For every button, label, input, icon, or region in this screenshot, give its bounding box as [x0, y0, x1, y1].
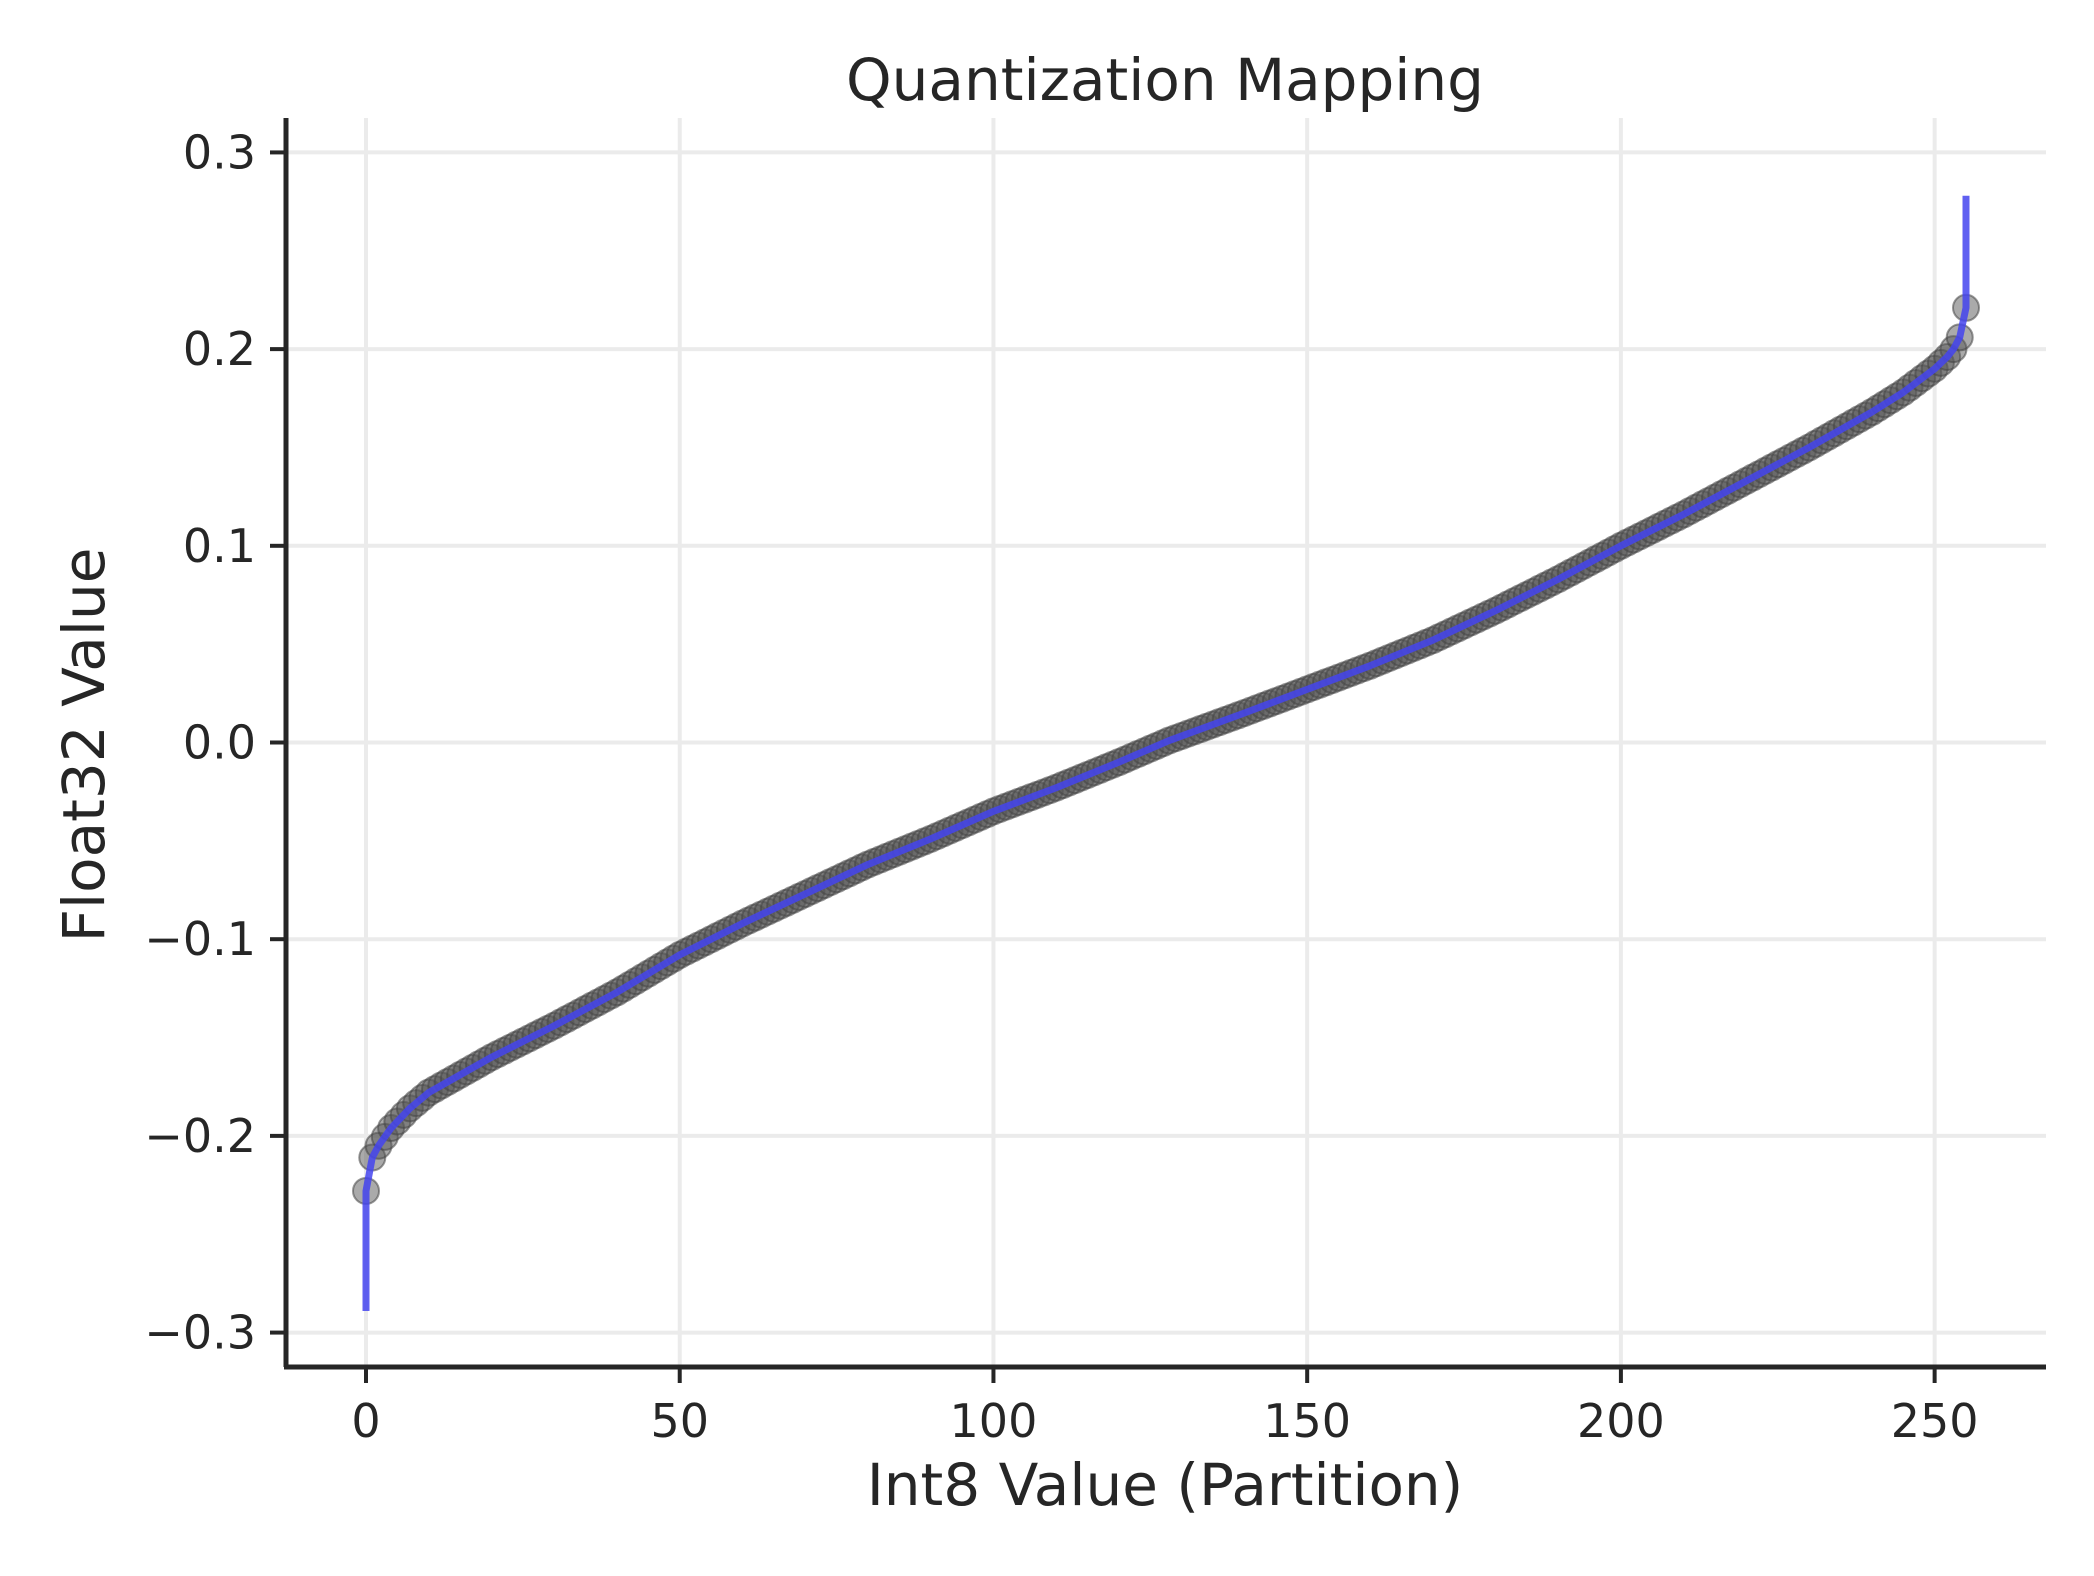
x-tick-label: 250 — [1891, 1394, 1979, 1448]
y-tick-label: 0.3 — [183, 125, 256, 179]
y-tick-label: −0.2 — [144, 1109, 256, 1163]
chart-title: Quantization Mapping — [846, 46, 1484, 114]
axes — [270, 118, 2046, 1383]
x-tick-label: 0 — [351, 1394, 380, 1448]
y-tick-label: 0.2 — [183, 322, 256, 376]
plot-area — [352, 195, 1980, 1311]
tick-labels: 0 50 100 150 200 250 −0.3 −0.2 −0.1 0.0 0.1 0.2 0.3 — [144, 125, 1978, 1448]
series-line — [362, 195, 1970, 1311]
grid — [286, 118, 2046, 1367]
y-tick-label: 0.1 — [183, 519, 256, 573]
y-tick-label: −0.3 — [144, 1306, 256, 1360]
x-tick-label: 100 — [950, 1394, 1038, 1448]
x-tick-label: 150 — [1263, 1394, 1351, 1448]
y-tick-label: −0.1 — [144, 912, 256, 966]
y-tick-label: 0.0 — [183, 716, 256, 770]
x-axis-label: Int8 Value (Partition) — [867, 1451, 1464, 1519]
x-tick-label: 200 — [1577, 1394, 1665, 1448]
x-tick-label: 50 — [650, 1394, 709, 1448]
y-axis-label: Float32 Value — [50, 548, 118, 943]
